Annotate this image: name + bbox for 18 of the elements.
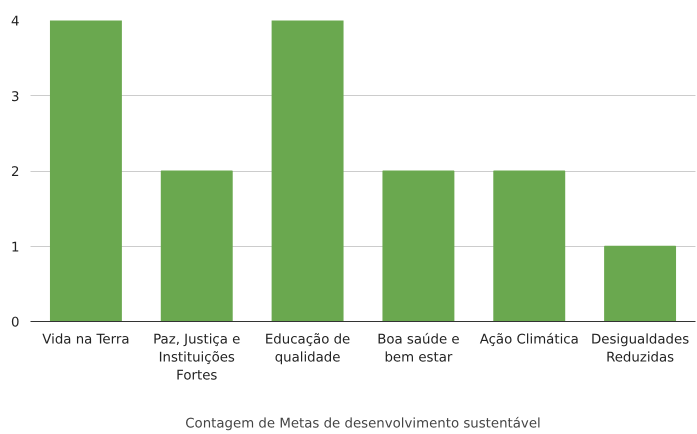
x-tick-label: Boa saúde e bem estar	[377, 332, 460, 366]
bar	[493, 170, 566, 322]
x-tick-label: Ação Climática	[480, 332, 579, 348]
x-tick-label: Educação de qualidade	[264, 332, 350, 366]
x-axis-title: Contagem de Metas de desenvolvimento sustentável	[185, 416, 541, 432]
y-tick-label: 2	[11, 165, 20, 180]
x-tick-label: Vida na Terra	[42, 332, 130, 348]
x-tick-label: Paz, Justiça e Instituições Fortes	[153, 332, 240, 384]
y-tick-label: 4	[11, 14, 20, 30]
bar	[272, 20, 344, 322]
y-tick-label: 3	[11, 90, 20, 105]
bar	[382, 170, 454, 322]
bar	[604, 246, 676, 322]
bar	[50, 20, 122, 322]
y-tick-label: 0	[11, 316, 20, 330]
bar	[160, 170, 233, 322]
y-tick-label: 1	[11, 240, 20, 256]
x-tick-label: Desigualdades Reduzidas	[591, 332, 690, 366]
